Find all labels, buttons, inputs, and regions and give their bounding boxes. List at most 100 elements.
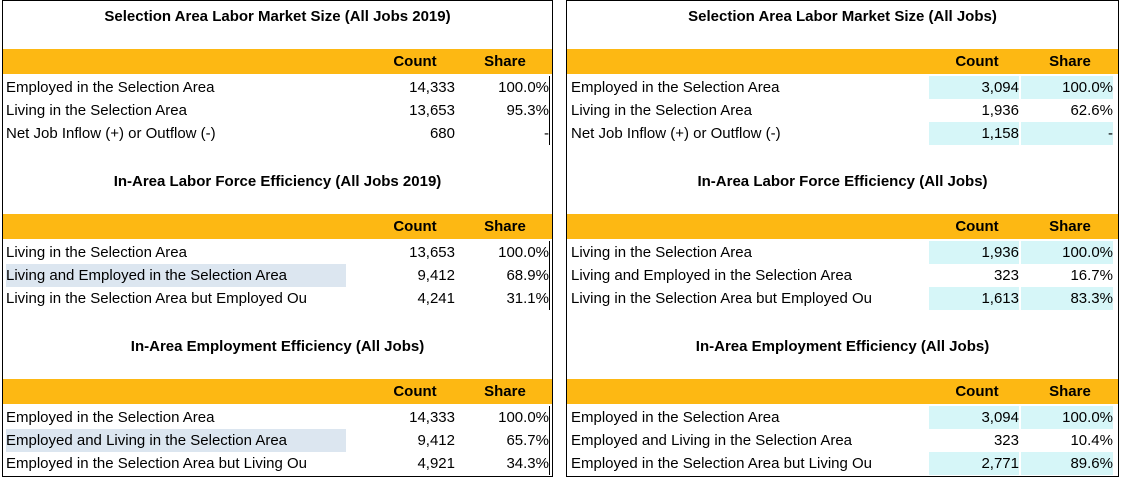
- row-count: 323: [993, 267, 1019, 284]
- table-row: Living in the Selection Area but Employe…: [567, 287, 1118, 310]
- section-title: In-Area Labor Force Efficiency (All Jobs…: [113, 173, 442, 190]
- row-label: Employed in the Selection Area: [6, 409, 215, 426]
- row-label: Living and Employed in the Selection Are…: [6, 264, 346, 287]
- cell-border: [549, 264, 550, 287]
- table-row: Living in the Selection Area 1,936 62.6%: [567, 99, 1118, 122]
- cell-border: [549, 76, 550, 99]
- row-share: 100.0%: [498, 244, 549, 261]
- row-share: 100.0%: [1021, 76, 1113, 99]
- count-header: Count: [955, 383, 999, 400]
- row-label: Living in the Selection Area: [571, 102, 752, 119]
- table-row: Employed in the Selection Area 3,094 100…: [567, 76, 1118, 99]
- column-header-row: Count Share: [3, 49, 552, 74]
- column-header-row: Count Share: [567, 214, 1118, 239]
- cell-border: [549, 287, 550, 310]
- table-row: Living in the Selection Area 13,653 100.…: [3, 241, 552, 264]
- right-report-panel: Selection Area Labor Market Size (All Jo…: [566, 0, 1119, 477]
- section-title: Selection Area Labor Market Size (All Jo…: [688, 8, 997, 25]
- cell-border: [549, 406, 550, 429]
- row-count: 1,613: [929, 287, 1019, 310]
- count-header: Count: [955, 218, 999, 235]
- share-header: Share: [484, 53, 526, 70]
- section-title: Selection Area Labor Market Size (All Jo…: [104, 8, 451, 25]
- row-share: 100.0%: [498, 409, 549, 426]
- row-share: 83.3%: [1021, 287, 1113, 310]
- share-header: Share: [1049, 218, 1091, 235]
- share-header: Share: [1049, 383, 1091, 400]
- table-row: Employed in the Selection Area 14,333 10…: [3, 76, 552, 99]
- row-count: 13,653: [409, 244, 455, 261]
- row-label: Employed in the Selection Area: [6, 79, 215, 96]
- count-header: Count: [393, 218, 437, 235]
- table-row: Employed in the Selection Area but Livin…: [3, 452, 552, 475]
- row-share: 89.6%: [1021, 452, 1113, 475]
- table-row: Living in the Selection Area but Employe…: [3, 287, 552, 310]
- row-count: 3,094: [929, 76, 1019, 99]
- row-share: 100.0%: [1021, 241, 1113, 264]
- row-count: 680: [429, 125, 455, 142]
- row-count: 1,936: [981, 102, 1019, 119]
- table-row: Living and Employed in the Selection Are…: [3, 264, 552, 287]
- column-header-row: Count Share: [3, 214, 552, 239]
- column-header-row: Count Share: [567, 379, 1118, 404]
- row-share: 68.9%: [506, 267, 549, 284]
- table-row: Employed and Living in the Selection Are…: [3, 429, 552, 452]
- row-share: 34.3%: [506, 455, 549, 472]
- row-share: -: [1021, 122, 1113, 145]
- cell-border: [549, 452, 550, 475]
- row-count: 4,921: [417, 455, 455, 472]
- row-share: 31.1%: [506, 290, 549, 307]
- row-share: 16.7%: [1070, 267, 1113, 284]
- column-header-row: Count Share: [3, 379, 552, 404]
- row-label: Living in the Selection Area: [6, 244, 187, 261]
- cell-border: [549, 241, 550, 264]
- row-label: Living and Employed in the Selection Are…: [571, 267, 853, 284]
- row-count: 323: [993, 432, 1019, 449]
- row-label: Living in the Selection Area: [571, 244, 752, 261]
- row-count: 9,412: [417, 267, 455, 284]
- row-share: 95.3%: [506, 102, 549, 119]
- count-header: Count: [393, 53, 437, 70]
- row-count: 13,653: [409, 102, 455, 119]
- table-row: Employed in the Selection Area 14,333 10…: [3, 406, 552, 429]
- table-row: Living in the Selection Area 1,936 100.0…: [567, 241, 1118, 264]
- row-share: 62.6%: [1070, 102, 1113, 119]
- row-share: 65.7%: [506, 432, 549, 449]
- section-title: In-Area Labor Force Efficiency (All Jobs…: [697, 173, 988, 190]
- row-count: 1,158: [929, 122, 1019, 145]
- share-header: Share: [484, 383, 526, 400]
- cell-border: [549, 429, 550, 452]
- row-count: 1,936: [929, 241, 1019, 264]
- row-label: Net Job Inflow (+) or Outflow (-): [571, 125, 781, 142]
- table-row: Net Job Inflow (+) or Outflow (-) 680 -: [3, 122, 552, 145]
- row-label: Employed and Living in the Selection Are…: [6, 429, 346, 452]
- row-label: Employed in the Selection Area but Livin…: [6, 455, 308, 472]
- row-share: 10.4%: [1070, 432, 1113, 449]
- table-row: Living and Employed in the Selection Are…: [567, 264, 1118, 287]
- row-label: Net Job Inflow (+) or Outflow (-): [6, 125, 216, 142]
- row-share: 100.0%: [1021, 406, 1113, 429]
- row-count: 3,094: [929, 406, 1019, 429]
- row-count: 4,241: [417, 290, 455, 307]
- table-row: Living in the Selection Area 13,653 95.3…: [3, 99, 552, 122]
- section-title: In-Area Employment Efficiency (All Jobs): [130, 338, 425, 355]
- row-label: Living in the Selection Area but Employe…: [6, 290, 308, 307]
- share-header: Share: [484, 218, 526, 235]
- row-count: 9,412: [417, 432, 455, 449]
- table-row: Employed in the Selection Area 3,094 100…: [567, 406, 1118, 429]
- row-label: Living in the Selection Area: [6, 102, 187, 119]
- table-row: Employed and Living in the Selection Are…: [567, 429, 1118, 452]
- row-count: 14,333: [409, 79, 455, 96]
- cell-border: [549, 122, 550, 145]
- share-header: Share: [1049, 53, 1091, 70]
- row-count: 14,333: [409, 409, 455, 426]
- row-label: Living in the Selection Area but Employe…: [571, 290, 873, 307]
- count-header: Count: [393, 383, 437, 400]
- row-label: Employed in the Selection Area: [571, 79, 780, 96]
- column-header-row: Count Share: [567, 49, 1118, 74]
- row-share: 100.0%: [498, 79, 549, 96]
- row-share: -: [544, 125, 549, 142]
- left-report-panel: Selection Area Labor Market Size (All Jo…: [2, 0, 553, 477]
- row-label: Employed and Living in the Selection Are…: [571, 432, 853, 449]
- table-row: Employed in the Selection Area but Livin…: [567, 452, 1118, 475]
